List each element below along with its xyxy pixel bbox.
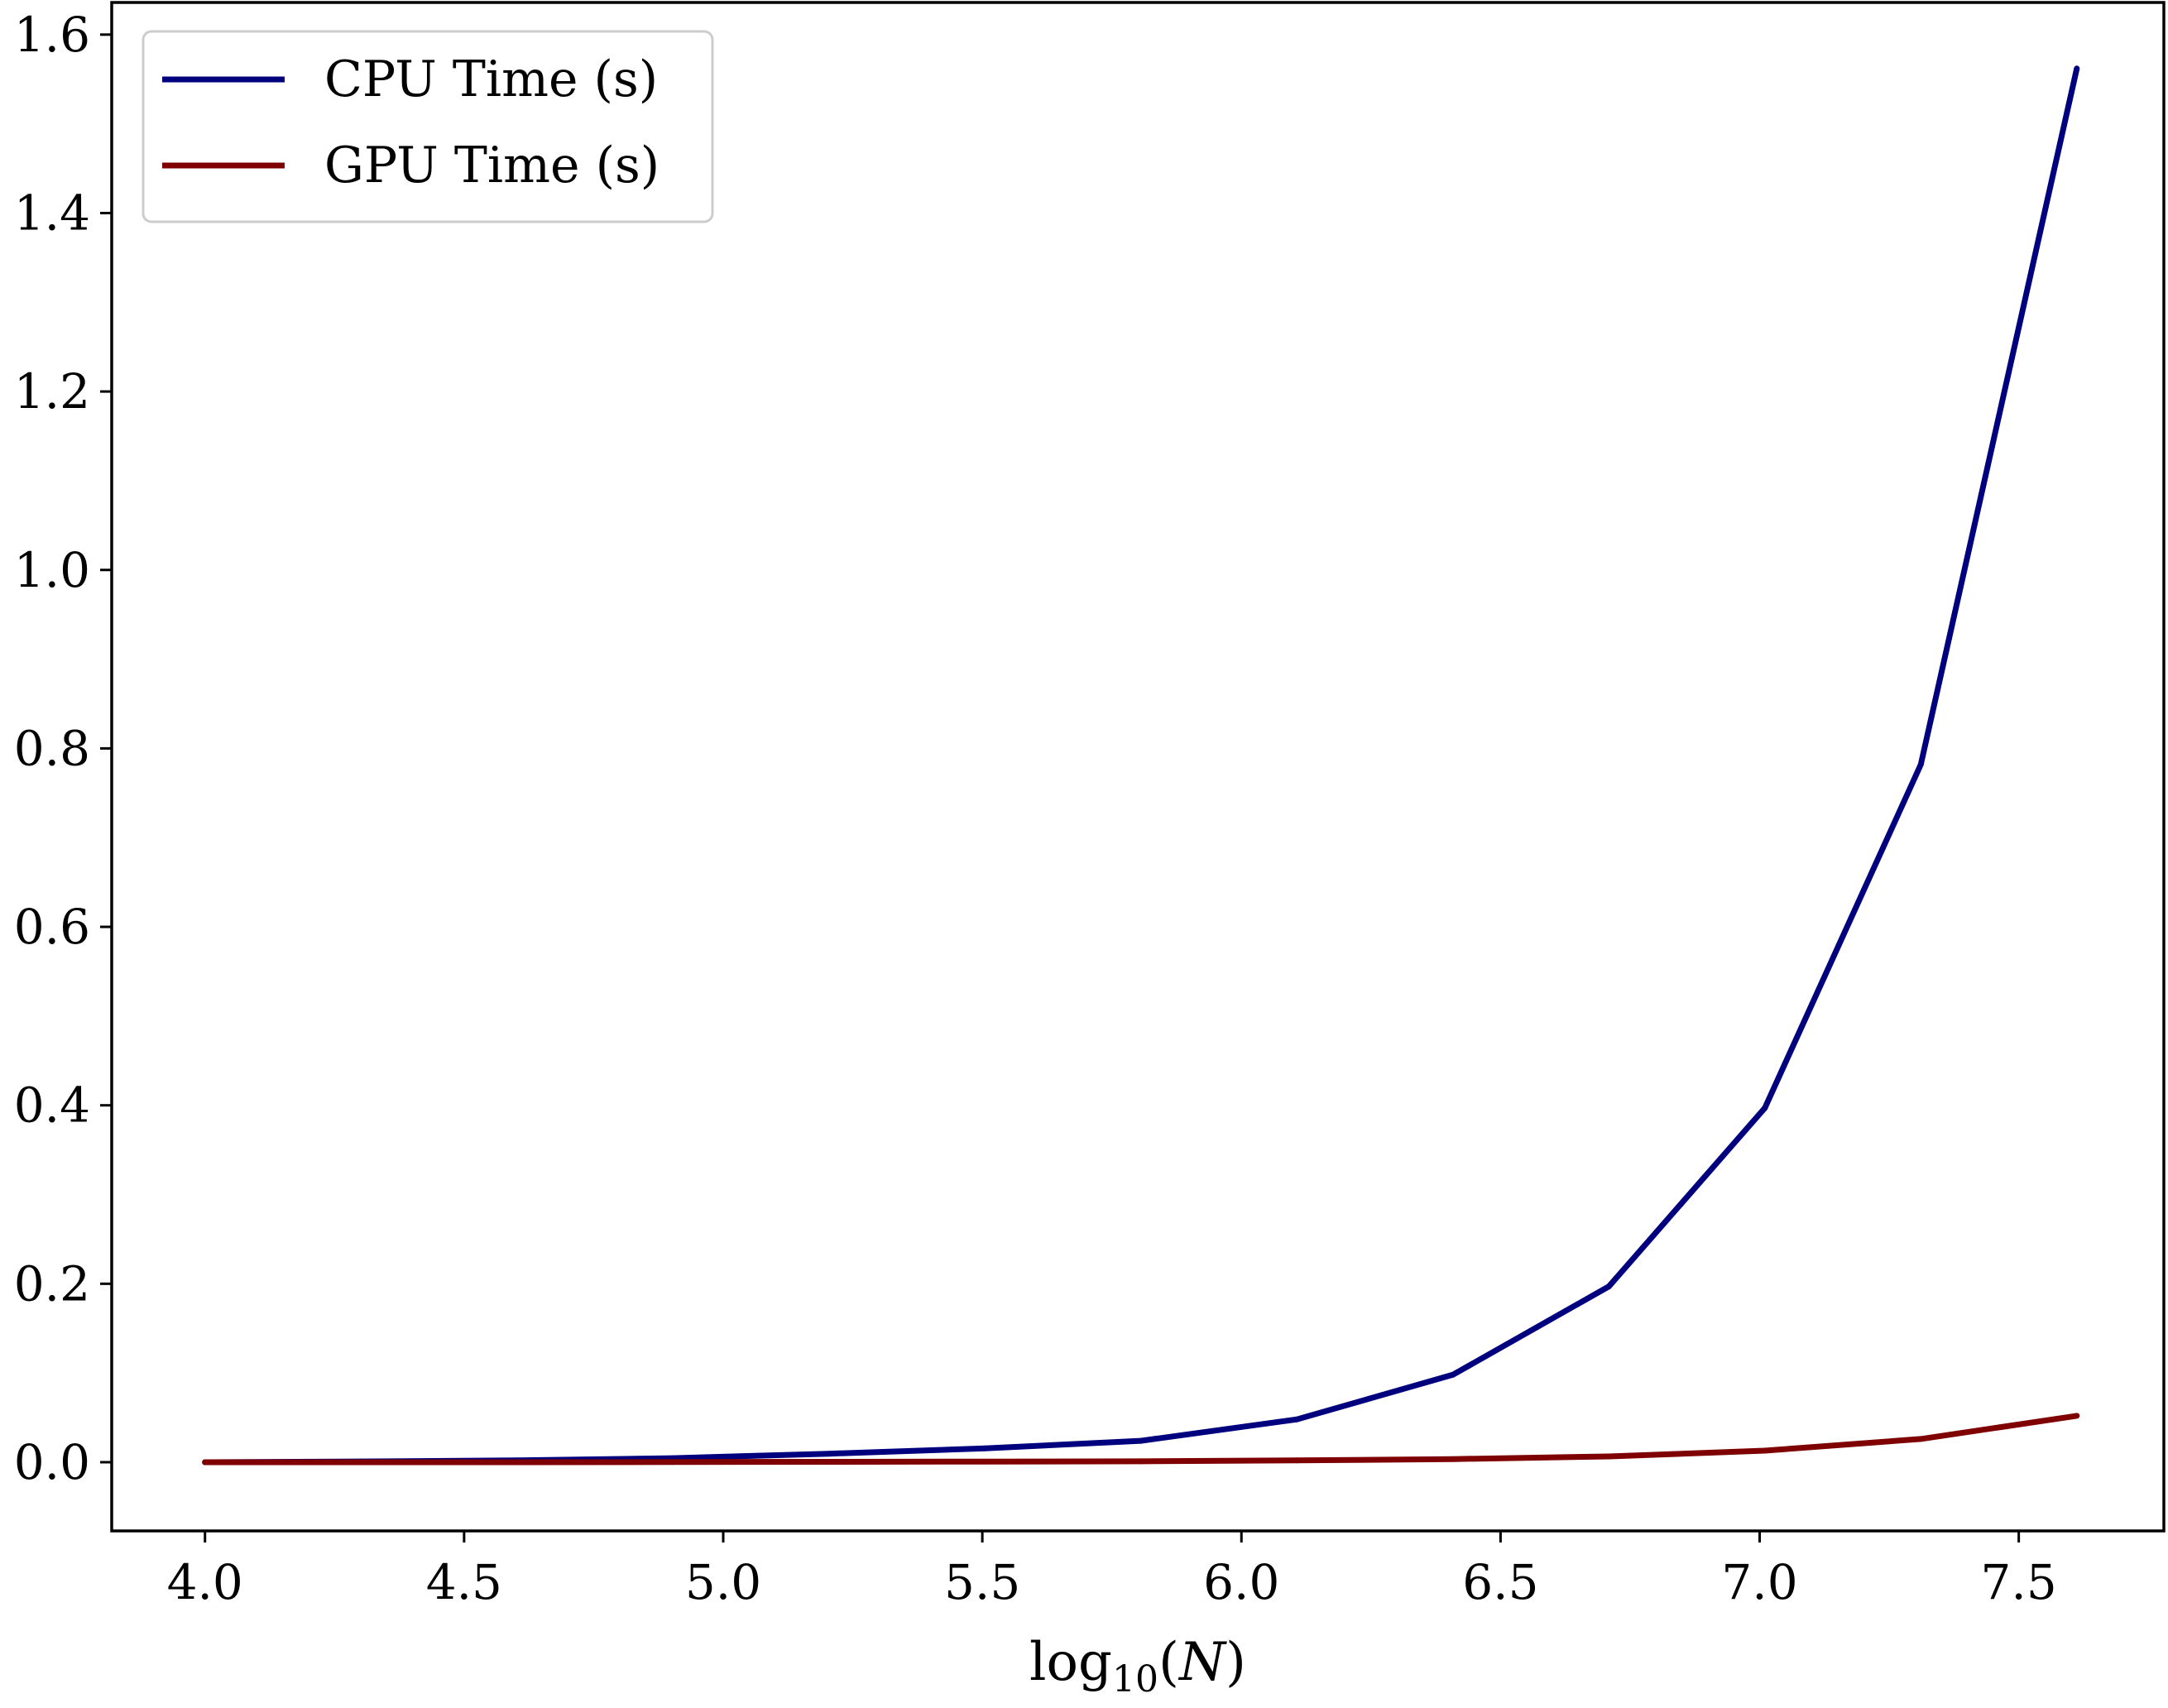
y-tick-label: 0.2 [14,1255,90,1312]
legend-frame [141,30,714,223]
x-tick-label: 5.5 [944,1554,1020,1610]
x-tick-label: 7.5 [1981,1554,2057,1610]
x-axis-label-open-paren: ( [1158,1632,1179,1693]
plot-frame [110,1,2166,1533]
data-point-gpu-10 [1762,1447,1768,1454]
x-axis-label-base: log [1029,1632,1112,1693]
y-tick-label: 0.6 [14,899,90,955]
data-point-gpu-0 [202,1459,209,1466]
x-axis-ticks: 4.0 4.5 5.0 5.5 6.0 6.5 7.0 7.5 [167,1531,2057,1610]
data-point-gpu-1 [357,1459,364,1466]
x-tick-label: 5.0 [685,1554,761,1610]
data-point-cpu-4 [826,1451,832,1457]
data-point-cpu-10 [1762,1105,1768,1111]
y-tick-label: 1.4 [14,185,90,241]
y-tick-label: 0.4 [14,1077,90,1134]
data-point-cpu-7 [1293,1416,1300,1423]
data-point-gpu-9 [1605,1453,1612,1460]
data-point-gpu-11 [1917,1436,1924,1442]
data-point-gpu-7 [1293,1457,1300,1464]
data-point-gpu-2 [514,1459,520,1466]
x-axis-label-close-paren: ) [1225,1632,1246,1693]
x-tick-label: 4.0 [167,1554,243,1610]
legend-label-cpu: CPU Time (s) [324,50,658,108]
legend-label-gpu: GPU Time (s) [324,137,660,194]
plot-background [112,2,2164,1531]
x-tick-label: 6.0 [1203,1554,1279,1610]
data-point-gpu-3 [669,1459,676,1466]
y-tick-label: 1.6 [14,7,90,63]
data-point-cpu-8 [1450,1371,1456,1378]
x-axis-label: log10(N) [1029,1632,1246,1701]
x-axis-label-subscript: 10 [1112,1658,1158,1701]
legend: CPU Time (s) GPU Time (s) [141,30,714,223]
x-tick-label: 6.5 [1462,1554,1538,1610]
y-tick-label: 0.8 [14,720,90,776]
data-point-cpu-5 [981,1445,988,1451]
x-axis-label-variable: N [1178,1632,1227,1693]
data-point-gpu-12 [2074,1413,2080,1419]
x-tick-label: 4.5 [426,1554,502,1610]
data-point-cpu-6 [1138,1437,1144,1444]
y-tick-label: 1.0 [14,542,90,598]
data-point-gpu-5 [981,1458,988,1465]
data-point-cpu-12 [2074,65,2080,72]
y-tick-label: 0.0 [14,1434,90,1490]
series-layer [202,65,2080,1466]
data-point-gpu-8 [1450,1456,1456,1462]
y-tick-label: 1.2 [14,363,90,420]
data-point-gpu-4 [826,1459,832,1465]
y-axis-ticks: 0.0 0.2 0.4 0.6 0.8 1.0 1.2 1.4 1.6 [14,7,112,1490]
data-point-cpu-11 [1917,761,1924,768]
x-tick-label: 7.0 [1721,1554,1797,1610]
data-point-gpu-6 [1138,1458,1144,1465]
data-point-cpu-9 [1605,1283,1612,1290]
